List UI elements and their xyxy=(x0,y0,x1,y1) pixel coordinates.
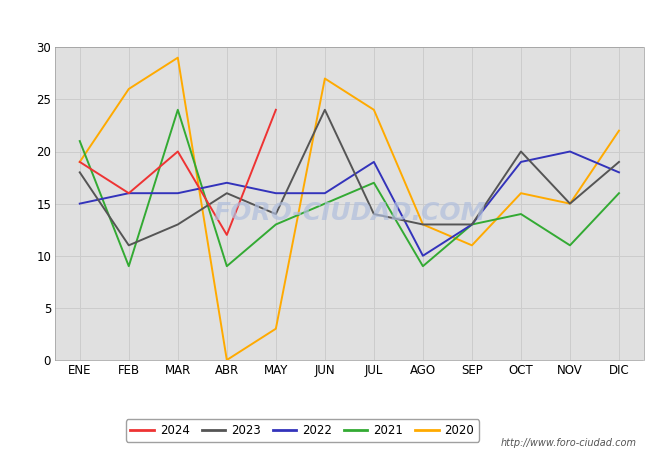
Text: FORO-CIUDAD.COM: FORO-CIUDAD.COM xyxy=(213,201,486,225)
Text: Matriculaciones de Vehiculos en Santa María del Camí: Matriculaciones de Vehiculos en Santa Ma… xyxy=(118,12,532,27)
Legend: 2024, 2023, 2022, 2021, 2020: 2024, 2023, 2022, 2021, 2020 xyxy=(125,419,479,441)
Text: http://www.foro-ciudad.com: http://www.foro-ciudad.com xyxy=(501,438,637,448)
